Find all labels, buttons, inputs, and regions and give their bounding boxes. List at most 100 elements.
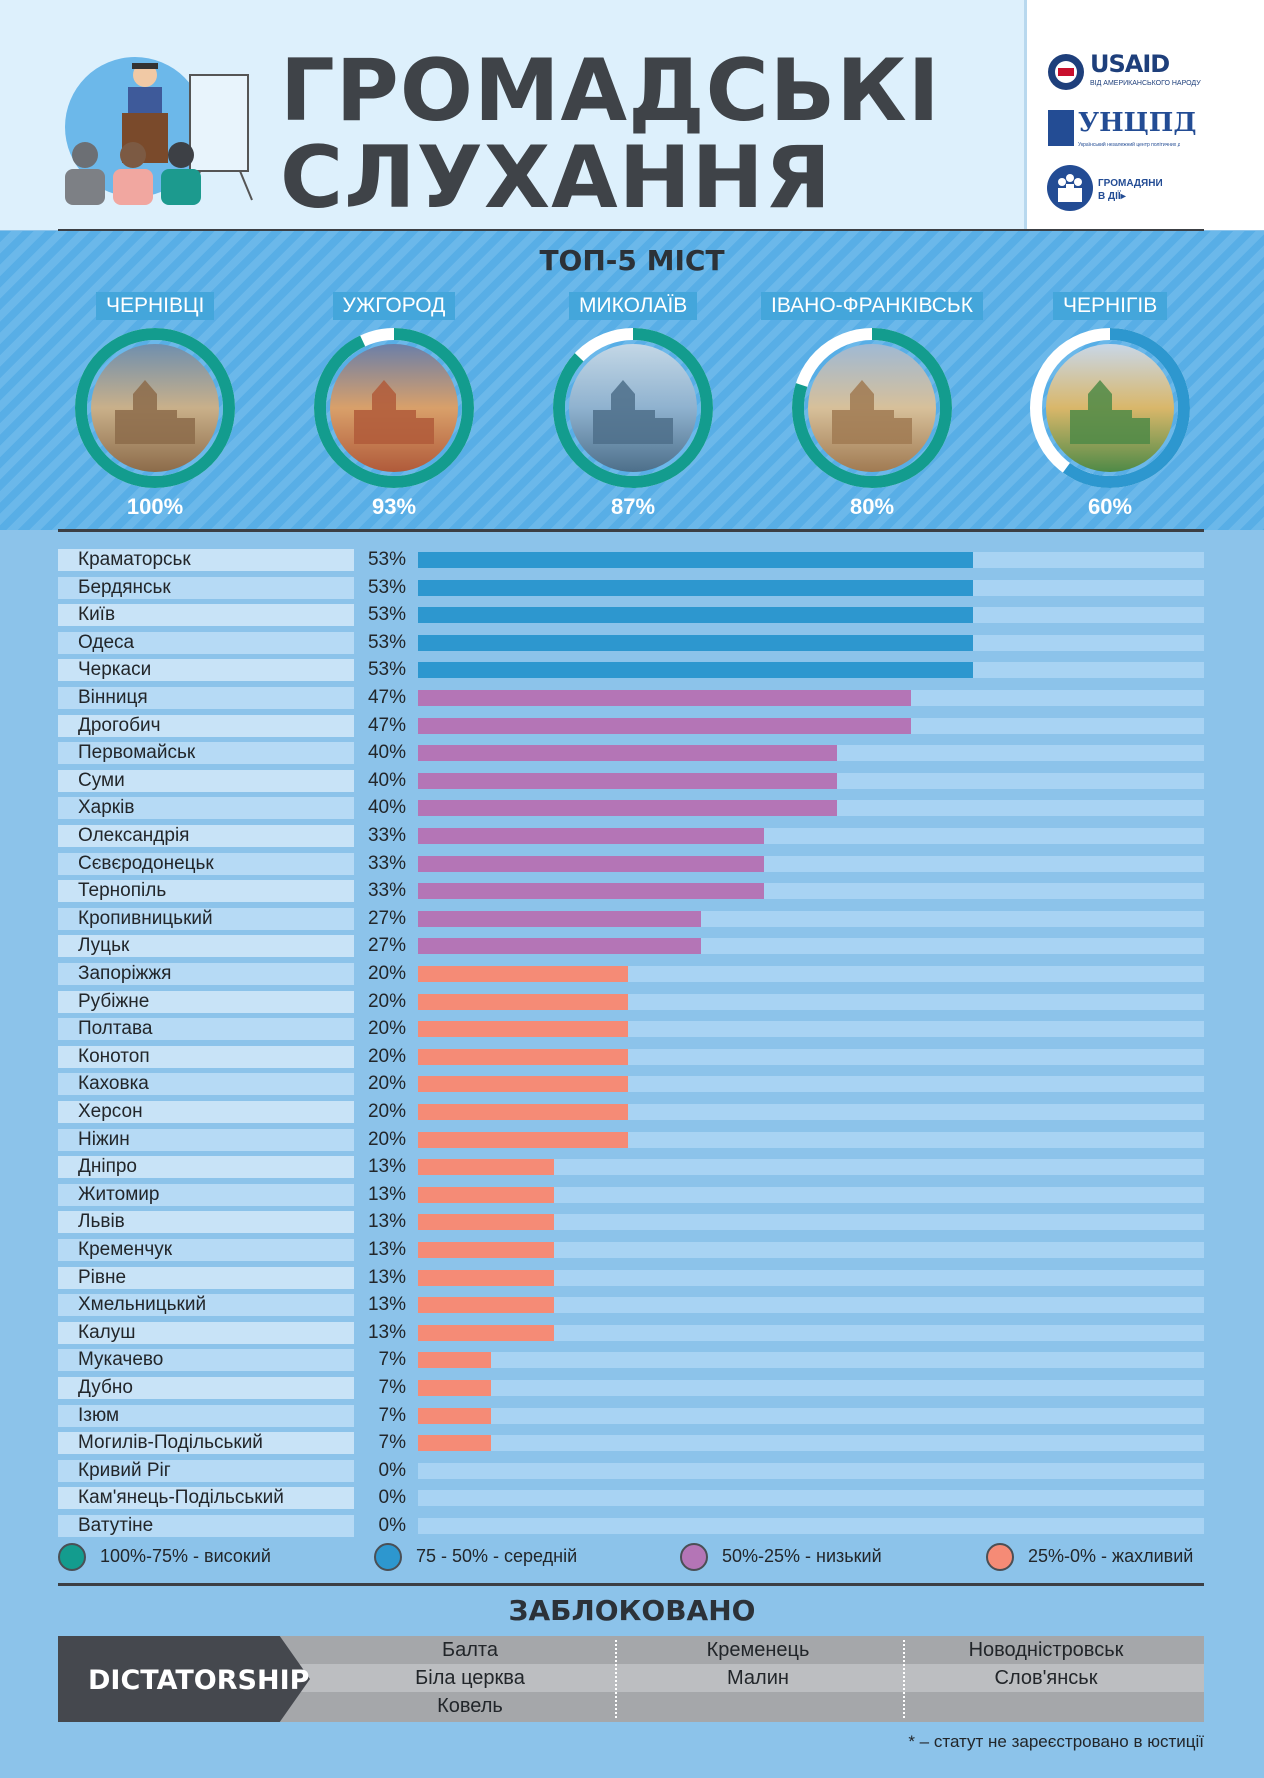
top5-city-ring [75, 328, 235, 488]
bar-value-label: 40% [367, 742, 406, 763]
blocked-city: Малин [727, 1667, 789, 1689]
bar-row-label-bg [58, 853, 354, 875]
bar-track [418, 1490, 1204, 1506]
citizens-people-icon [1047, 165, 1093, 211]
bar-category-label: Тернопіль [78, 880, 167, 901]
bar-row-label-bg [58, 1239, 354, 1261]
bar-value-label: 13% [367, 1211, 406, 1232]
usaid-logo-subtext: ВІД АМЕРИКАНСЬКОГО НАРОДУ [1090, 80, 1201, 87]
bar-category-label: Кропивницький [78, 908, 213, 929]
citizens-logo: ГРОМАДЯНИ В ДІЇ▸ [1046, 164, 1176, 214]
bar [418, 1352, 491, 1368]
bar-row-label-bg [58, 1515, 354, 1537]
bar [418, 1214, 554, 1230]
bar-row-label-bg [58, 770, 354, 792]
bar-value-label: 33% [367, 880, 406, 901]
bar-track [418, 1242, 1204, 1258]
top5-city-percent: 100% [126, 494, 184, 519]
top5-city-ring [792, 328, 952, 488]
blocked-separator-1 [615, 1640, 617, 1718]
divider-bottom [58, 1583, 1204, 1586]
bar [418, 800, 837, 816]
bar [418, 552, 973, 568]
legend-label: 75 - 50% - середній [416, 1546, 578, 1566]
top5-city-label: МИКОЛАЇВ [569, 292, 698, 320]
bar-category-label: Кам'янець-Подільський [78, 1487, 284, 1508]
bar-row-label-bg [58, 1377, 354, 1399]
bar-row-label-bg [58, 1267, 354, 1289]
divider-mid [58, 529, 1204, 532]
bar-category-label: Кременчук [78, 1239, 173, 1260]
bar-category-label: Львів [78, 1211, 125, 1232]
bar-value-label: 20% [367, 963, 406, 984]
bar-category-label: Хмельницький [78, 1294, 207, 1315]
bar-category-label: Олександрія [78, 825, 190, 846]
bar-category-label: Одеса [78, 632, 135, 653]
bar-value-label: 7% [378, 1377, 406, 1398]
blocked-city: Ковель [437, 1695, 503, 1717]
bar-category-label: Дубно [78, 1377, 133, 1398]
bar [418, 1380, 491, 1396]
bar-track [418, 1187, 1204, 1203]
bar-value-label: 47% [367, 715, 406, 736]
bar-row-label-bg [58, 742, 354, 764]
blocked-city: Кременець [706, 1639, 810, 1661]
bar-value-label: 7% [378, 1349, 406, 1370]
bar [418, 1408, 491, 1424]
bar-value-label: 20% [367, 991, 406, 1012]
bar [418, 1270, 554, 1286]
uncpd-logo-text: УНЦПД [1078, 108, 1197, 138]
top5-city-percent: 93% [371, 494, 417, 519]
bar-value-label: 13% [367, 1184, 406, 1205]
blocked-city: Новодністровськ [968, 1639, 1124, 1661]
legend-swatch [374, 1543, 402, 1571]
uncpd-logo-subtext: Український незалежний центр політичних … [1078, 142, 1180, 148]
bar-value-label: 20% [367, 1101, 406, 1122]
bar-row-label-bg [58, 1460, 354, 1482]
bar-value-label: 47% [367, 687, 406, 708]
city-building-silhouette [115, 380, 195, 444]
ring-value-arc [1030, 328, 1190, 488]
bar-value-label: 27% [367, 935, 406, 956]
bar [418, 1325, 554, 1341]
bar-category-label: Луцьк [78, 935, 130, 956]
bar-row-label-bg [58, 963, 354, 985]
bar-category-label: Херсон [78, 1101, 143, 1122]
bar-category-label: Калуш [78, 1322, 136, 1343]
bar [418, 911, 701, 927]
bar-track [418, 1352, 1204, 1368]
bar-row-label-bg [58, 659, 354, 681]
top5-city-percent: 87% [610, 494, 656, 519]
blocked-title: ЗАБЛОКОВАНО [508, 1594, 756, 1627]
bar-value-label: 53% [367, 659, 406, 680]
bar-value-label: 33% [367, 825, 406, 846]
bar [418, 828, 764, 844]
page-title-line1: ГРОМАДСЬКІ [280, 41, 941, 141]
bar [418, 994, 628, 1010]
usaid-logo: USAID ВІД АМЕРИКАНСЬКОГО НАРОДУ [1046, 50, 1201, 94]
bar-row-label-bg [58, 1156, 354, 1178]
citizens-logo-text: ГРОМАДЯНИ [1098, 178, 1163, 189]
bar-row-label-bg [58, 1046, 354, 1068]
bar [418, 1297, 554, 1313]
bar-row-label-bg [58, 908, 354, 930]
bar-row-label-bg [58, 935, 354, 957]
ring-value-arc [553, 328, 713, 488]
bar-value-label: 0% [378, 1487, 406, 1508]
top5-city-label: ЧЕРНІВЦІ [96, 292, 215, 320]
bar-row-label-bg [58, 880, 354, 902]
bar [418, 1435, 491, 1451]
bar-value-label: 20% [367, 1018, 406, 1039]
bar-category-label: Черкаси [78, 659, 152, 680]
bar-track [418, 1297, 1204, 1313]
bar [418, 938, 701, 954]
bar-row-label-bg [58, 632, 354, 654]
bar-value-label: 27% [367, 908, 406, 929]
bar-category-label: Ізюм [78, 1405, 120, 1426]
uncpd-emblem-icon [1048, 110, 1074, 146]
bar-row-label-bg [58, 715, 354, 737]
bar-category-label: Рубіжне [78, 991, 150, 1012]
city-building-silhouette [593, 380, 673, 444]
dictatorship-banner [58, 1636, 310, 1722]
bar [418, 718, 911, 734]
